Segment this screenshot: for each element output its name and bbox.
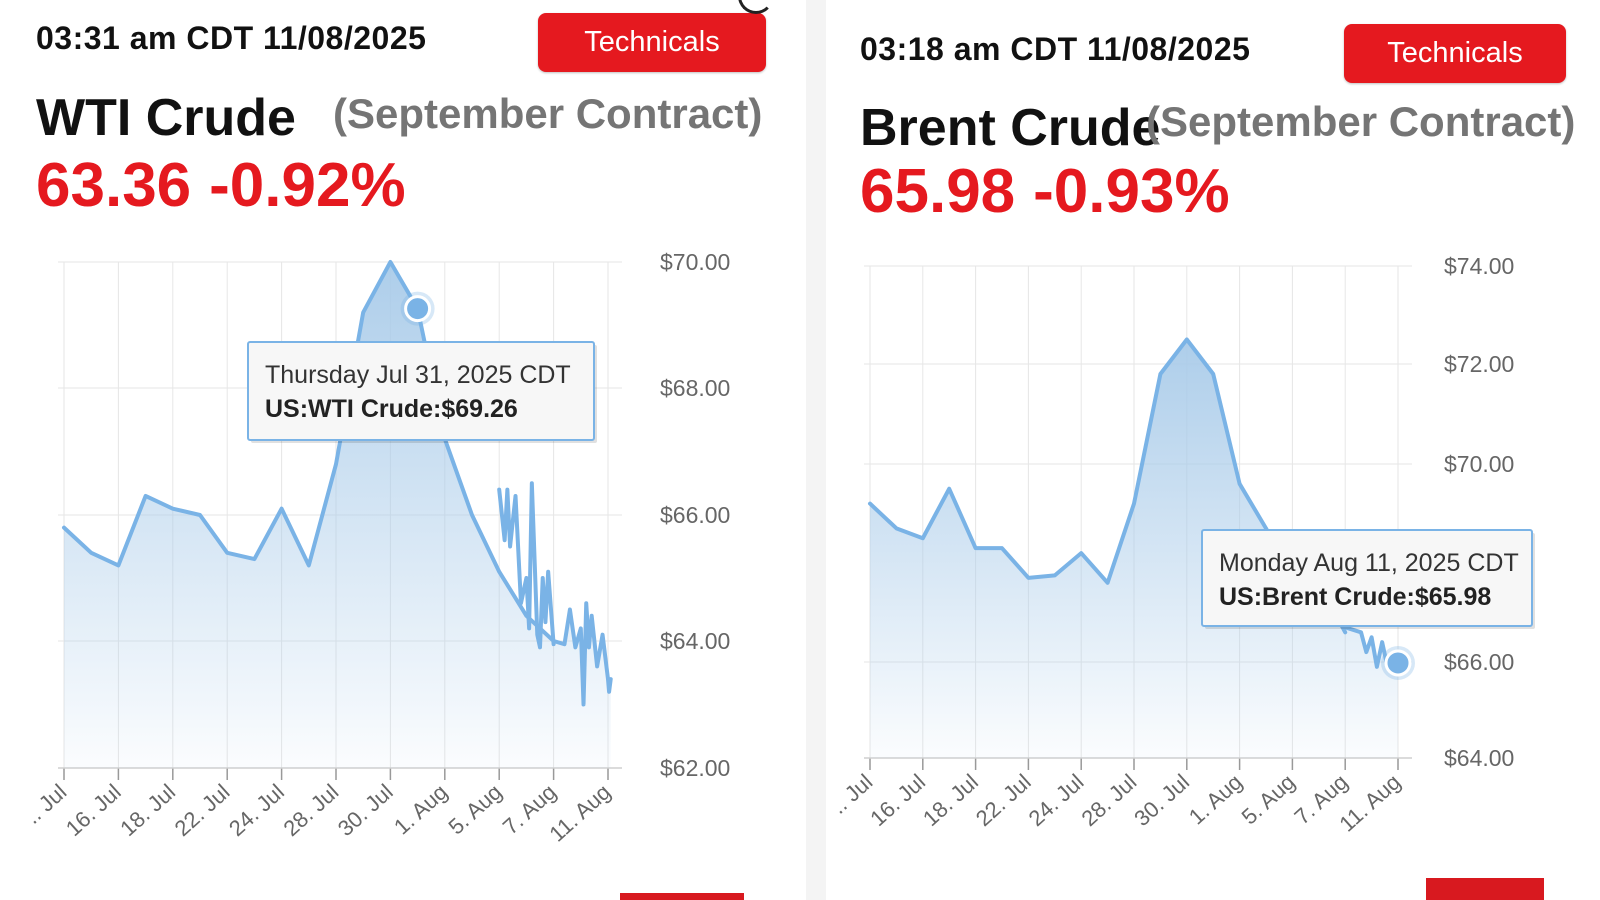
x-tick-label: 28. Jul: [278, 779, 343, 841]
x-tick-label: 24. Jul: [1024, 769, 1089, 831]
brent-timestamp: 03:18 am CDT 11/08/2025: [860, 31, 1251, 67]
wti-price: 63.36: [36, 151, 192, 220]
wti-technicals-button[interactable]: Technicals: [538, 13, 766, 72]
tooltip-box: [247, 341, 595, 441]
x-tick-label: 5. Aug: [1237, 769, 1300, 829]
x-tick-label: 18. Jul: [918, 769, 983, 831]
wti-instrument-name: WTI Crude: [36, 89, 296, 147]
brent-price: 65.98: [860, 157, 1016, 226]
y-tick-label: $66.00: [660, 502, 730, 528]
brent-price-chart[interactable]: $74.00$72.00$70.00$66.00$64.00.. Jul16. …: [826, 0, 1600, 900]
x-tick-label: 16. Jul: [61, 779, 126, 841]
y-tick-label: $70.00: [1444, 451, 1514, 477]
series-line: [868, 337, 1400, 669]
x-tick-label: 18. Jul: [115, 779, 180, 841]
x-tick-label: 30. Jul: [1129, 769, 1194, 831]
brent-technicals-button[interactable]: Technicals: [1344, 24, 1566, 83]
y-tick-label: $62.00: [660, 755, 730, 781]
panel-divider: [806, 0, 826, 900]
series-intraday-line: [497, 481, 556, 650]
series-line: [62, 260, 613, 707]
chart-tooltip: Monday Aug 11, 2025 CDT US:Brent Crude:$6…: [1201, 529, 1535, 629]
hover-marker: [404, 295, 432, 323]
wti-bottom-red-tab[interactable]: [620, 893, 744, 900]
tooltip-value: US:Brent Crude:$65.98: [1219, 583, 1491, 611]
y-tick-label: $74.00: [1444, 253, 1514, 279]
x-tick-label: 22. Jul: [170, 779, 235, 841]
wti-change: -0.92%: [209, 151, 406, 220]
y-tick-label: $70.00: [660, 249, 730, 275]
x-tick-label: 1. Aug: [1184, 769, 1247, 829]
y-tick-label: $68.00: [660, 375, 730, 401]
series-area: [870, 339, 1398, 758]
series-area: [64, 262, 611, 768]
brent-change: -0.93%: [1033, 157, 1230, 226]
x-tick-label: 11. Aug: [544, 779, 615, 846]
x-tick-label: 1. Aug: [389, 779, 452, 839]
x-tick-label: 22. Jul: [971, 769, 1036, 831]
x-tick-label: 30. Jul: [333, 779, 398, 841]
x-tick-label: 28. Jul: [1076, 769, 1141, 831]
brent-contract-label: (September Contract): [1146, 98, 1576, 145]
tooltip-date: Thursday Jul 31, 2025 CDT: [265, 361, 571, 389]
brent-panel: 03:18 am CDT 11/08/2025 Technicals Brent…: [826, 0, 1600, 900]
x-tick-label: 16. Jul: [865, 769, 930, 831]
y-tick-label: $66.00: [1444, 649, 1514, 675]
x-tick-label: 24. Jul: [224, 779, 289, 841]
wti-price-chart[interactable]: $70.00$68.00$66.00$64.00$62.00.. Jul16. …: [0, 0, 790, 900]
hover-marker: [1384, 649, 1412, 677]
y-tick-label: $64.00: [1444, 745, 1514, 771]
brent-instrument-name: Brent Crude: [860, 99, 1161, 157]
y-tick-label: $72.00: [1444, 351, 1514, 377]
tooltip-date: Monday Aug 11, 2025 CDT: [1219, 549, 1519, 577]
wti-contract-label: (September Contract): [333, 90, 763, 137]
tooltip-value: US:WTI Crude:$69.26: [265, 395, 518, 423]
x-tick-label: 5. Aug: [443, 779, 506, 839]
wti-price-line: 63.36 -0.92%: [36, 150, 406, 221]
wti-panel: 03:31 am CDT 11/08/2025 Technicals WTI C…: [0, 0, 790, 900]
brent-bottom-red-tab[interactable]: [1426, 878, 1544, 900]
y-tick-label: $64.00: [660, 628, 730, 654]
chart-tooltip: Thursday Jul 31, 2025 CDT US:WTI Crude:$6…: [247, 341, 597, 443]
tooltip-box: [1201, 529, 1533, 627]
brent-price-line: 65.98 -0.93%: [860, 156, 1230, 227]
x-tick-label: 11. Aug: [1334, 769, 1405, 836]
wti-timestamp: 03:31 am CDT 11/08/2025: [36, 20, 427, 56]
